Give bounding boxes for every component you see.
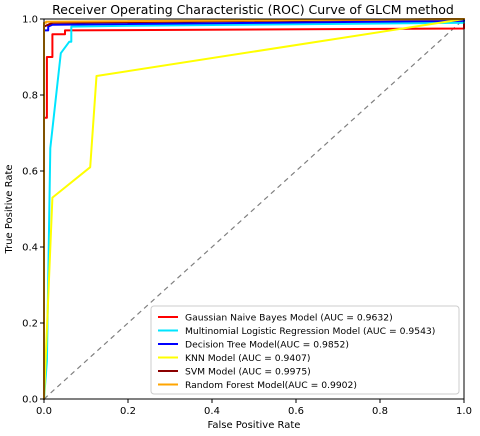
chart-title: Receiver Operating Characteristic (ROC) …: [52, 2, 454, 17]
y-tick-label: 0.2: [22, 319, 38, 330]
legend-label: SVM Model (AUC = 0.9975): [185, 366, 311, 377]
series-line-4: [43, 18, 465, 400]
diagonal-reference-line: [43, 18, 465, 400]
y-axis-label: True Positive Rate: [4, 164, 15, 254]
series-line-1: [43, 18, 465, 400]
legend-items: Gaussian Naive Bayes Model (AUC = 0.9632…: [158, 312, 435, 391]
plot-frame: [43, 18, 465, 400]
legend-label: Multinomial Logistic Regression Model (A…: [185, 326, 435, 337]
x-tick-label: 1.0: [456, 406, 472, 417]
x-tick-label: 0.0: [36, 406, 52, 417]
x-axis-ticks: 0.0 0.2 0.4 0.6 0.8 1.0: [36, 399, 472, 417]
x-tick-label: 0.2: [120, 406, 136, 417]
x-tick-label: 0.6: [288, 406, 304, 417]
x-tick-label: 0.8: [372, 406, 388, 417]
y-tick-label: 0.4: [22, 243, 38, 254]
y-tick-label: 0.0: [22, 395, 38, 406]
legend-label: Gaussian Naive Bayes Model (AUC = 0.9632…: [185, 312, 393, 323]
legend-box: [150, 305, 460, 395]
y-tick-label: 0.6: [22, 167, 38, 178]
y-tick-label: 0.8: [22, 91, 38, 102]
y-tick-label: 1.0: [22, 15, 38, 26]
x-axis-label: False Positive Rate: [208, 420, 301, 431]
y-axis-ticks: 0.0 0.2 0.4 0.6 0.8 1.0: [22, 15, 44, 406]
legend-label: Decision Tree Model(AUC = 0.9852): [185, 339, 349, 350]
legend: Gaussian Naive Bayes Model (AUC = 0.9632…: [150, 305, 460, 395]
legend-label: KNN Model (AUC = 0.9407): [185, 353, 310, 364]
legend-label: Random Forest Model(AUC = 0.9902): [185, 380, 357, 391]
series-line-2: [43, 18, 465, 400]
x-tick-label: 0.4: [204, 406, 220, 417]
